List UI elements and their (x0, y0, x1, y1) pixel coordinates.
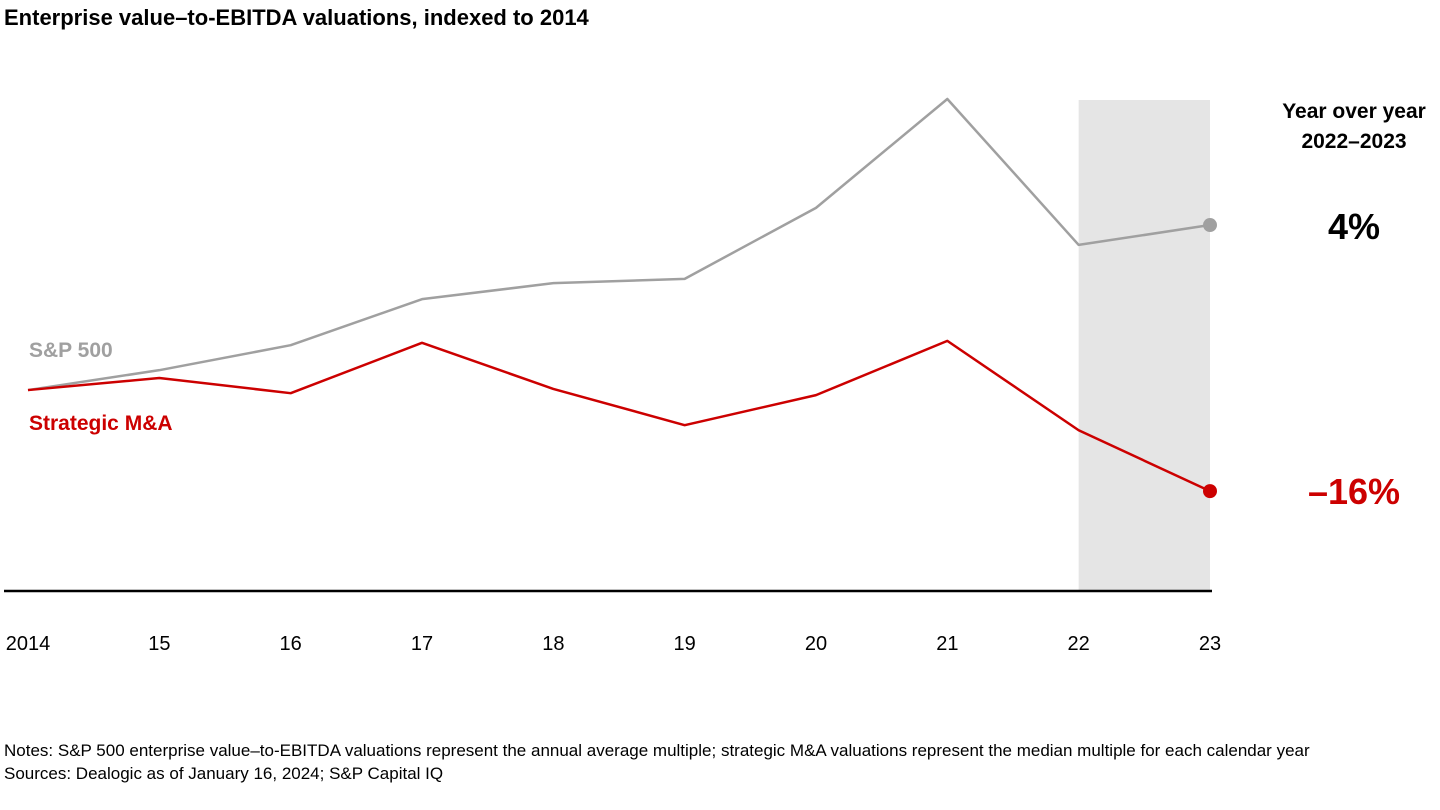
x-tick-label: 18 (542, 633, 564, 655)
x-tick-label: 21 (936, 633, 958, 655)
ma-change-label: –16% (1308, 471, 1400, 512)
x-tick-label: 22 (1068, 633, 1090, 655)
x-tick-label: 23 (1199, 633, 1221, 655)
yoy-header-line1: Year over year (1282, 100, 1426, 123)
legend-strategic-ma: Strategic M&A (29, 412, 173, 435)
highlight-band (1078, 100, 1210, 591)
x-tick-label: 19 (674, 633, 696, 655)
x-tick-label: 15 (148, 633, 170, 655)
x-tick-label: 2014 (6, 633, 51, 655)
series-line-strategic-ma (27, 339, 1211, 493)
chart-title: Enterprise value–to-EBITDA valuations, i… (4, 5, 589, 30)
sp500-change-label: 4% (1328, 206, 1380, 247)
x-tick-label: 16 (280, 633, 302, 655)
series-line-sp500 (27, 97, 1211, 392)
data-point (1203, 218, 1217, 233)
x-tick-label: 20 (805, 633, 827, 655)
x-tick-label: 17 (411, 633, 433, 655)
sources-text: Sources: Dealogic as of January 16, 2024… (4, 764, 444, 783)
notes-text: Notes: S&P 500 enterprise value–to-EBITD… (4, 741, 1310, 760)
data-point (1203, 484, 1217, 499)
yoy-header-line2: 2022–2023 (1301, 130, 1406, 153)
legend-sp500: S&P 500 (29, 339, 113, 362)
